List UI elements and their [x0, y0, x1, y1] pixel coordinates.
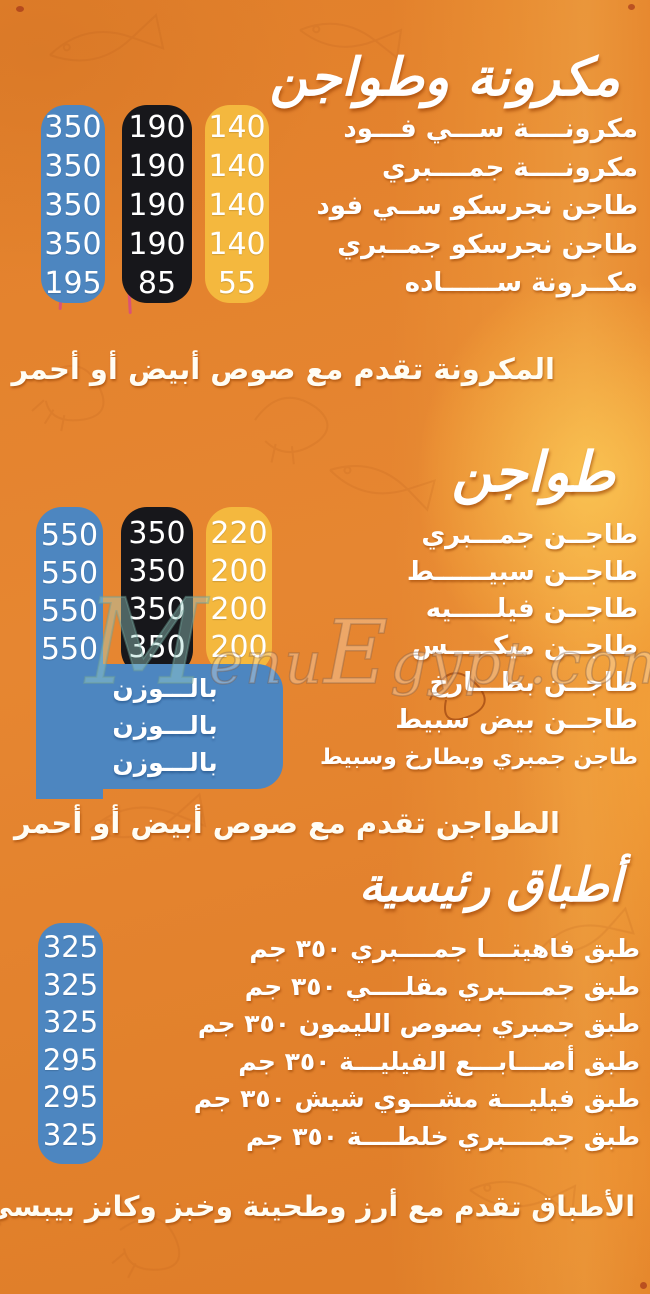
price-cell: 550	[40, 632, 99, 667]
price-column-black: 190 190 190 190 85	[122, 105, 192, 303]
section-title-tagines: طواجن	[451, 440, 615, 504]
price-cell: 325	[42, 1005, 99, 1039]
menu-item: طاجــن بطـــارخ	[429, 668, 638, 698]
price-cell: 200	[210, 554, 268, 589]
price-cell: 325	[42, 967, 99, 1002]
price-cell: 190	[128, 227, 186, 262]
by-weight-panel	[36, 664, 283, 789]
section-title-main-dishes: أطباق رئيسية	[358, 858, 622, 913]
price-cell: 200	[210, 592, 268, 627]
scan-speck	[640, 1282, 647, 1289]
menu-item: طاجن جمبري وبطارخ وسبيط	[319, 745, 638, 770]
menu-item: مكرونــــة ســـي فـــود	[343, 114, 638, 144]
menu-item: طبق جمبري بصوص الليمون ٣٥٠ جم	[197, 1009, 640, 1039]
menu-item: طاجن نجرسكو جمــبري	[337, 229, 638, 260]
menu-item: طاجــن سبيــــــط	[406, 557, 638, 587]
menu-item: طاجــن بيض سبيط	[395, 705, 638, 735]
price-cell: 350	[44, 149, 102, 184]
price-cell: 350	[128, 630, 186, 665]
price-cell: 325	[42, 1117, 99, 1152]
pasta-sauce-note: المكرونة تقدم مع صوص أبيض أو أحمر	[11, 352, 555, 386]
price-cell: 550	[40, 518, 99, 553]
price-cell: 200	[210, 630, 268, 665]
menu-item: طاجــن فيلـــــيه	[425, 594, 638, 624]
menu-item: طاجن نجرسكو ســي فود	[316, 191, 638, 221]
price-cell: 350	[44, 227, 102, 262]
scan-speck	[16, 6, 24, 12]
menu-item: مكــرونة ســــــاده	[404, 268, 638, 298]
price-column-black: 350 350 350 350	[121, 507, 193, 676]
price-cell: 85	[137, 266, 177, 301]
price-cell: 195	[44, 266, 102, 301]
menu-item: طاجــن ميكـــــس	[411, 631, 638, 661]
price-cell: 295	[42, 1042, 99, 1077]
tagine-sauce-note: الطواجن تقدم مع صوص أبيض أو أحمر	[13, 806, 560, 840]
price-cell: 190	[128, 149, 186, 184]
price-cell: 140	[208, 227, 266, 262]
price-column-yellow: 220 200 200 200	[206, 507, 272, 674]
section-title-pasta-and-tagines: مكرونة وطواجن	[269, 48, 620, 108]
menu-item: طبق فيليـــة مشـــوي شيش ٣٥٠ جم	[193, 1084, 640, 1114]
price-cell: 350	[44, 110, 102, 145]
price-cell: 350	[44, 188, 102, 223]
menu-item: طبق أصـــابـــع الفيليـــة ٣٥٠ جم	[238, 1046, 640, 1076]
price-cell: 350	[128, 554, 186, 589]
price-cell: 220	[210, 516, 268, 551]
by-weight-label: بالـــوزن	[112, 748, 218, 777]
main-dish-item-list: طبق فاهيتـــا جمــــبري ٣٥٠ جم طبق جمـــ…	[194, 930, 640, 1156]
price-cell: 140	[208, 149, 266, 184]
price-cell: 550	[40, 556, 99, 591]
menu-item: طبق جمــــبري مقلــــي ٣٥٠ جم	[244, 971, 640, 1001]
by-weight-labels: بالـــوزن بالـــوزن بالـــوزن	[95, 670, 235, 781]
menu-item: طبق جمــــبري خلطــــة ٣٥٠ جم	[245, 1121, 640, 1151]
price-cell: 550	[40, 594, 99, 629]
price-cell: 140	[208, 188, 266, 223]
price-cell: 325	[42, 930, 99, 964]
menu-item: طاجــن جمـــبري	[421, 520, 638, 550]
pasta-item-list: مكرونــــة ســـي فـــود مكرونــــة جمـــ…	[316, 110, 638, 303]
by-weight-label: بالـــوزن	[112, 711, 218, 740]
price-cell: 190	[128, 110, 186, 145]
main-dishes-sides-note: الأطباق تقدم مع أرز وطحينة وخبز وكانز بي…	[0, 1190, 635, 1223]
price-cell: 350	[128, 516, 186, 551]
by-weight-label: بالـــوزن	[112, 674, 218, 703]
price-cell: 140	[208, 110, 266, 145]
price-column-yellow: 140 140 140 140 55	[205, 105, 269, 303]
price-cell: 350	[128, 592, 186, 627]
scan-speck	[628, 4, 635, 10]
menu-item: طبق فاهيتـــا جمــــبري ٣٥٠ جم	[249, 934, 640, 963]
tagine-item-list: طاجــن جمـــبري طاجــن سبيــــــط طاجــن…	[320, 517, 638, 776]
price-column-blue: 325 325 325 295 295 325	[38, 923, 103, 1164]
price-cell: 190	[128, 188, 186, 223]
menu-item: مكرونــــة جمــــبري	[381, 152, 638, 183]
price-cell: 55	[217, 266, 257, 301]
price-column-blue: 350 350 350 350 195	[41, 105, 105, 303]
price-cell: 295	[42, 1080, 99, 1114]
